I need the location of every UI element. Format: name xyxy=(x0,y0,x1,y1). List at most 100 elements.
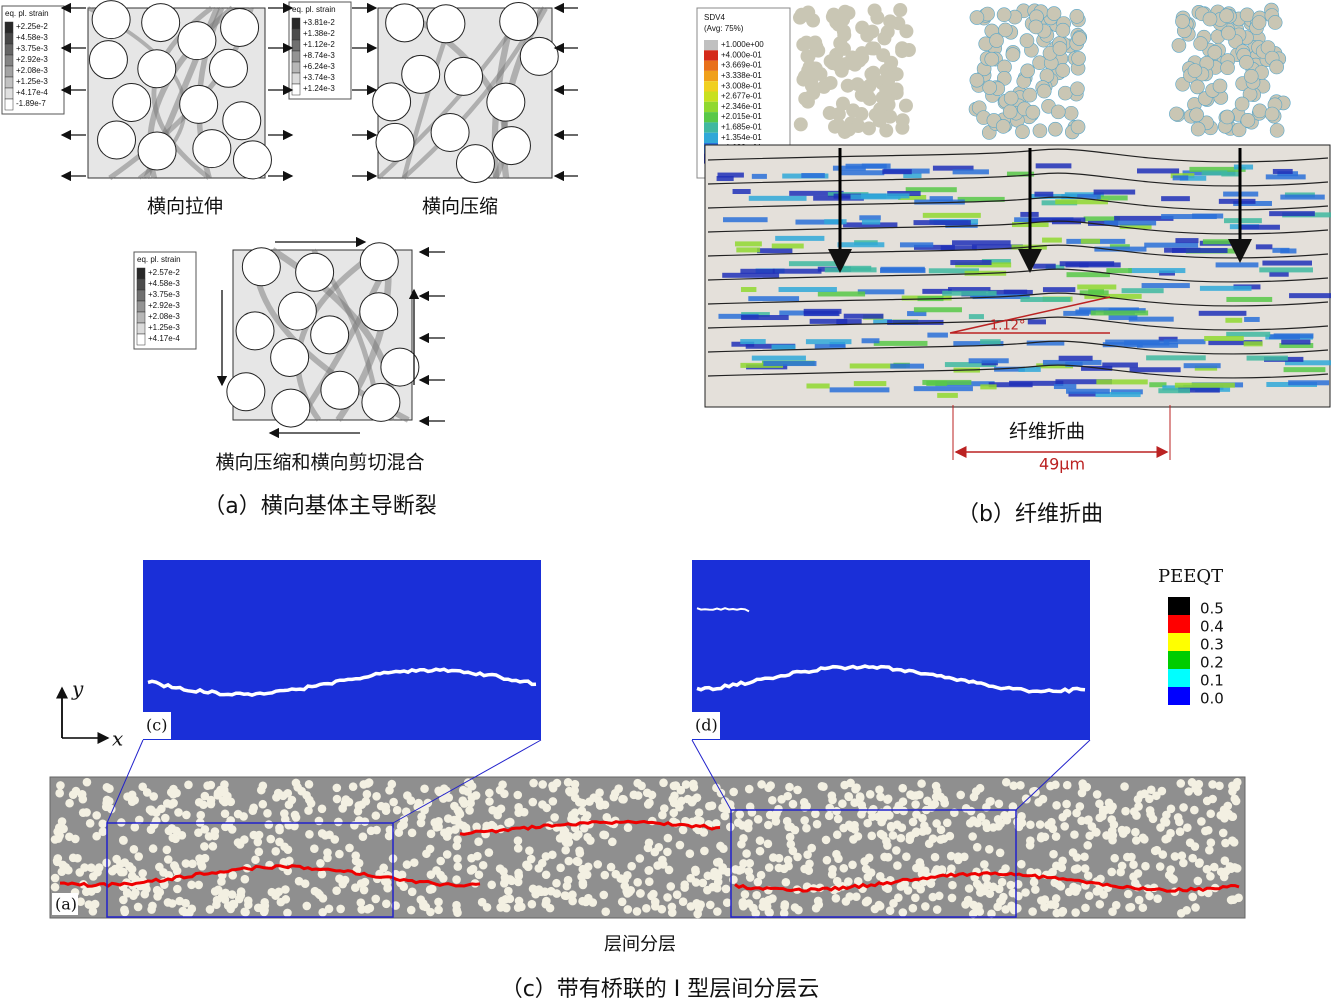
fiber xyxy=(466,798,475,808)
fiber xyxy=(838,799,847,808)
crack xyxy=(696,607,750,613)
legend-swatch xyxy=(291,61,301,74)
fiber xyxy=(835,96,850,111)
damage-patch xyxy=(913,307,962,313)
damage-patch xyxy=(968,314,984,320)
fiber xyxy=(599,890,609,900)
fiber xyxy=(310,886,320,896)
damage-patch xyxy=(734,241,762,247)
fiber xyxy=(205,905,215,914)
fiber xyxy=(561,845,571,855)
damage-patch xyxy=(1280,194,1325,200)
fiber xyxy=(1013,880,1023,889)
fiber xyxy=(142,884,151,894)
damage-patch xyxy=(1018,366,1041,372)
fiber xyxy=(354,801,364,810)
fiber xyxy=(485,797,494,806)
fiber xyxy=(680,883,689,892)
damage-patch xyxy=(1027,319,1046,325)
fiber xyxy=(580,869,590,879)
damage-patch xyxy=(1093,189,1136,195)
legend-label: +3.74e-3 xyxy=(303,73,335,82)
fiber xyxy=(984,51,1000,67)
legend-swatch xyxy=(136,289,146,302)
fiber xyxy=(898,783,908,793)
fiber xyxy=(1202,11,1218,27)
fiber xyxy=(178,906,188,916)
damage-patch xyxy=(836,319,862,325)
fiber xyxy=(86,863,96,872)
fiber xyxy=(583,833,592,842)
fiber xyxy=(1140,835,1149,844)
fiber xyxy=(973,818,982,828)
fiber xyxy=(908,791,918,801)
damage-patch xyxy=(1042,287,1076,293)
crack xyxy=(696,664,1086,694)
fiber xyxy=(936,825,946,835)
fiber xyxy=(1234,893,1243,903)
damage-patch xyxy=(942,290,997,296)
fiber xyxy=(82,808,91,817)
fiber xyxy=(1040,902,1049,912)
fiber xyxy=(1166,865,1175,874)
fiber xyxy=(1015,124,1030,139)
damage-patch xyxy=(859,215,881,221)
damage-patch xyxy=(1204,335,1244,341)
fiber xyxy=(548,850,557,860)
damage-patch xyxy=(1066,388,1110,394)
damage-patch xyxy=(1144,242,1199,248)
damage-patch xyxy=(1035,163,1072,169)
damage-patch xyxy=(1246,355,1288,361)
fiber xyxy=(1121,826,1131,835)
fiber xyxy=(997,877,1007,887)
fiber xyxy=(407,828,417,838)
fiber xyxy=(971,787,981,796)
fiber xyxy=(318,893,328,903)
fiber xyxy=(875,871,885,881)
fiber xyxy=(320,370,360,410)
fiber xyxy=(496,804,506,814)
fiber xyxy=(896,882,906,891)
fiber xyxy=(505,875,515,884)
fiber xyxy=(465,806,474,815)
fiber xyxy=(1216,811,1226,820)
fiber xyxy=(182,810,191,820)
fiber xyxy=(785,832,795,842)
legend-label: +3.75e-3 xyxy=(16,44,48,53)
fiber xyxy=(1049,849,1058,859)
fiber xyxy=(152,816,161,826)
fiber xyxy=(1207,45,1223,60)
damage-patch xyxy=(748,195,807,201)
fiber xyxy=(137,49,177,89)
damage-patch xyxy=(1283,367,1326,373)
fiber xyxy=(839,823,848,833)
fiber xyxy=(525,846,534,855)
caption: 层间分层 xyxy=(604,934,676,955)
fiber xyxy=(903,886,913,895)
fiber xyxy=(310,844,319,853)
zoom-lines xyxy=(106,739,1091,824)
fiber xyxy=(1099,890,1108,899)
fiber xyxy=(1131,836,1141,845)
fiber xyxy=(1206,872,1215,881)
fiber xyxy=(194,880,203,890)
damage-patch xyxy=(1171,247,1228,253)
fiber xyxy=(801,5,816,20)
fiber xyxy=(819,782,828,792)
fiber xyxy=(529,778,538,788)
fiber xyxy=(790,903,800,912)
ply-boundary xyxy=(707,196,1329,211)
fiber xyxy=(68,790,78,799)
fiber xyxy=(995,119,1011,134)
fiber xyxy=(392,805,402,815)
fiber xyxy=(1054,880,1063,889)
fiber xyxy=(583,862,593,872)
fiber xyxy=(593,860,603,869)
fiber xyxy=(670,791,679,801)
fiber xyxy=(893,3,908,18)
fiber xyxy=(833,814,843,824)
fiber xyxy=(892,846,901,855)
fiber xyxy=(623,823,633,832)
damage-patch xyxy=(905,187,957,193)
fiber xyxy=(1080,864,1090,873)
